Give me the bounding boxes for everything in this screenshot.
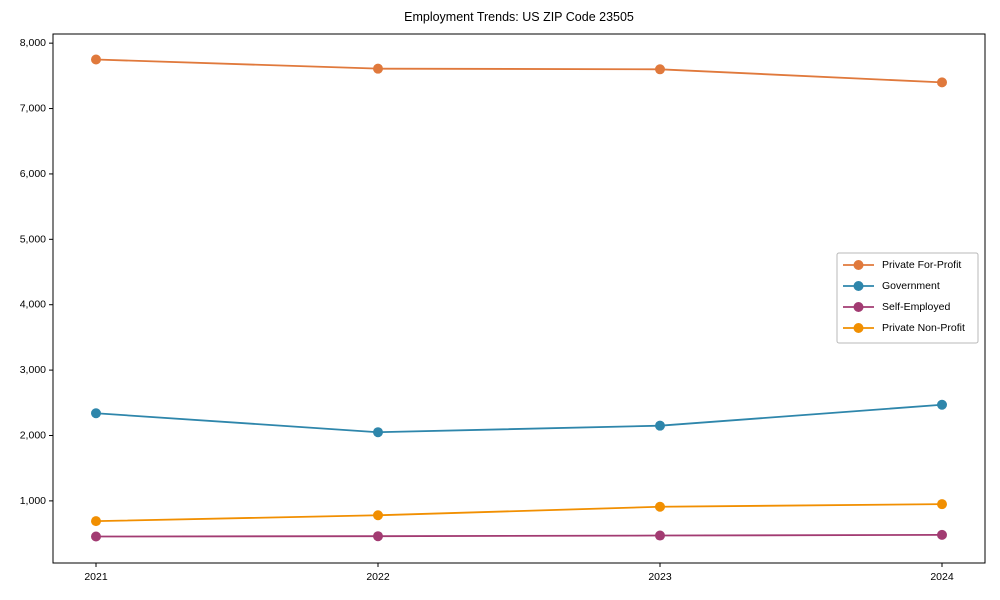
y-tick-label: 2,000 xyxy=(20,429,46,441)
data-point-marker xyxy=(91,516,101,527)
data-point-marker xyxy=(373,531,383,542)
y-tick-label: 1,000 xyxy=(20,495,46,507)
y-tick-label: 7,000 xyxy=(20,103,46,115)
legend-label: Private Non-Profit xyxy=(882,322,965,334)
y-tick-label: 8,000 xyxy=(20,37,46,49)
data-point-marker xyxy=(655,64,665,75)
data-point-marker xyxy=(937,399,947,410)
y-tick-label: 5,000 xyxy=(20,233,46,245)
data-point-marker xyxy=(91,54,101,65)
x-tick-label: 2022 xyxy=(366,571,390,583)
legend-marker xyxy=(853,302,864,312)
y-tick-label: 3,000 xyxy=(20,364,46,376)
data-point-marker xyxy=(373,63,383,74)
x-tick-label: 2024 xyxy=(930,571,954,583)
legend-marker xyxy=(853,281,864,291)
data-point-marker xyxy=(937,499,947,510)
series-layer xyxy=(91,54,947,542)
x-tick-label: 2023 xyxy=(648,571,672,583)
data-point-marker xyxy=(655,420,665,431)
legend-label: Self-Employed xyxy=(882,301,950,313)
series-line-private-for-profit xyxy=(95,58,943,84)
legend-marker xyxy=(853,260,864,270)
x-axis: 2021 2022 2023 2024 xyxy=(84,563,954,583)
data-point-marker xyxy=(91,531,101,542)
legend-label: Government xyxy=(882,280,940,292)
plot-area-frame xyxy=(52,33,986,564)
y-axis: 1,000 2,000 3,000 4,000 5,000 6,000 7,000 8,000 xyxy=(20,37,53,507)
x-tick-label: 2021 xyxy=(84,571,108,583)
data-point-marker xyxy=(655,530,665,541)
series-line-private-non-profit xyxy=(95,503,943,523)
legend-label: Private For-Profit xyxy=(882,259,961,271)
data-point-marker xyxy=(655,501,665,512)
y-tick-label: 4,000 xyxy=(20,299,46,311)
data-point-marker xyxy=(373,427,383,438)
data-point-marker xyxy=(373,510,383,521)
data-point-marker xyxy=(937,77,947,88)
data-point-marker xyxy=(937,529,947,540)
legend-box xyxy=(836,252,979,344)
y-tick-label: 6,000 xyxy=(20,168,46,180)
series-line-self-employed xyxy=(95,533,943,538)
series-line-government xyxy=(95,403,943,434)
chart-title: Employment Trends: US ZIP Code 23505 xyxy=(404,10,634,24)
legend: Private For-Profit Government Self-Employe… xyxy=(836,252,979,344)
legend-marker xyxy=(853,323,864,333)
data-point-marker xyxy=(91,408,101,419)
